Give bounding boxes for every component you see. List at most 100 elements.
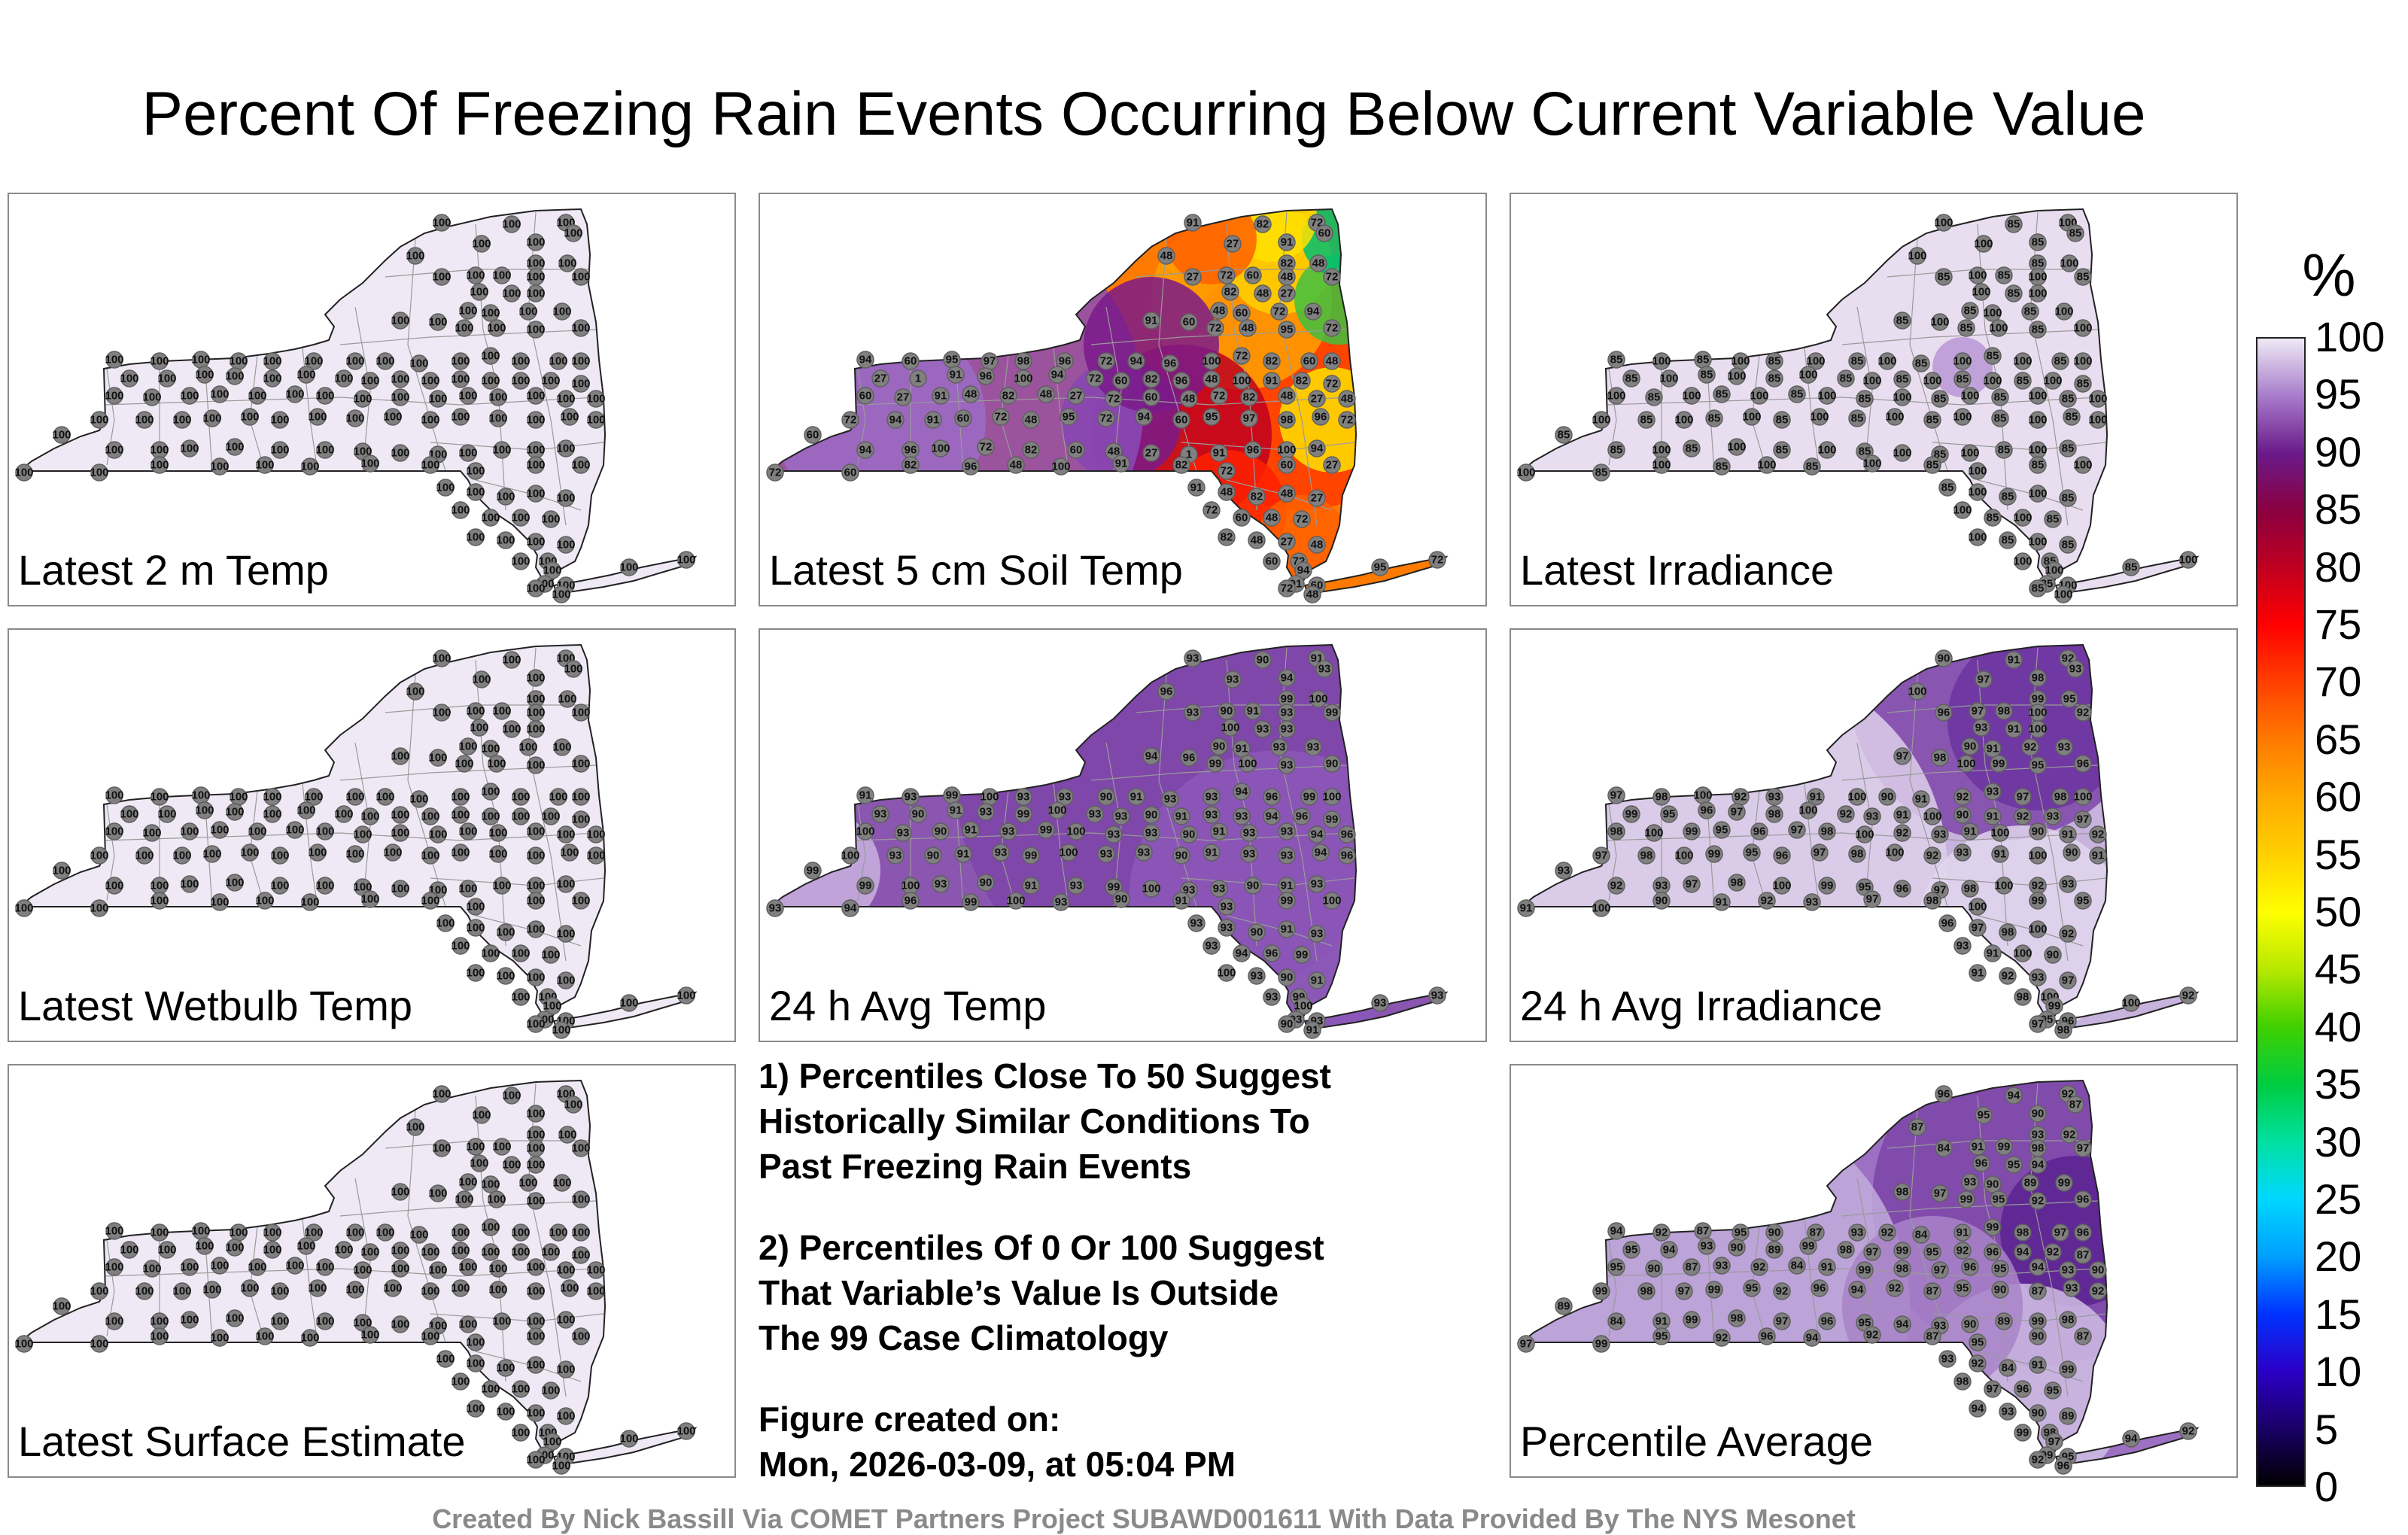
station-dot	[467, 1400, 485, 1418]
station-dot	[1323, 352, 1341, 370]
station-marker: 97	[2045, 1433, 2063, 1451]
station-marker: 100	[1956, 755, 1976, 773]
station-dot	[1886, 843, 1904, 862]
station-value: 93	[1701, 1240, 1713, 1253]
station-value: 100	[304, 355, 323, 368]
station-dot	[451, 1279, 470, 1297]
station-marker: 100	[2178, 551, 2198, 569]
station-dot	[1202, 843, 1221, 862]
station-value: 100	[502, 1159, 521, 1172]
station-marker: 91	[1991, 845, 2009, 863]
legend-unit: %	[2302, 242, 2356, 309]
station-dot	[1923, 847, 1941, 865]
station-dot	[587, 411, 605, 429]
station-value: 93	[935, 878, 947, 891]
panel-label: Latest Irradiance	[1520, 546, 1835, 594]
station-value: 100	[432, 652, 451, 665]
station-value: 100	[496, 926, 515, 939]
station-marker: 94	[1142, 747, 1160, 765]
legend-tick-label: 20	[2315, 1233, 2362, 1281]
station-dot	[1592, 1282, 1610, 1300]
station-value: 100	[1974, 238, 1993, 251]
station-marker: 90	[1765, 1223, 1783, 1242]
station-marker: 90	[2029, 822, 2047, 840]
station-dot	[886, 411, 905, 429]
station-marker: 85	[1713, 385, 1731, 403]
station-dot	[542, 946, 560, 964]
station-value: 100	[556, 928, 575, 941]
legend-color-bar	[2256, 337, 2306, 1487]
station-value: 100	[564, 227, 582, 240]
station-marker: 27	[894, 388, 912, 406]
station-dot	[549, 1223, 567, 1242]
station-dot	[572, 1139, 590, 1157]
station-value: 93	[1934, 828, 1947, 841]
station-value: 94	[1806, 1332, 1819, 1345]
station-value: 92	[1840, 808, 1853, 821]
station-dot	[542, 807, 560, 825]
station-dot	[1683, 1258, 1701, 1276]
station-marker: 97	[1984, 1380, 2002, 1398]
station-dot	[2029, 233, 2047, 251]
station-dot	[335, 369, 353, 388]
station-value: 100	[1983, 307, 2002, 320]
station-dot	[2051, 352, 2069, 370]
station-dot	[361, 454, 379, 473]
station-dot	[2074, 892, 2092, 910]
station-value: 100	[492, 1315, 511, 1328]
note-1: 1) Percentiles Close To 50 Suggest Histo…	[759, 1053, 1488, 1189]
station-dot	[297, 1237, 315, 1255]
station-marker: 48	[1278, 268, 1296, 286]
station-value: 92	[1610, 880, 1623, 892]
station-dot	[620, 1430, 638, 1448]
station-value: 100	[451, 791, 470, 804]
station-dot	[503, 284, 521, 302]
station-value: 72	[1209, 322, 1222, 335]
station-value: 100	[466, 1141, 485, 1154]
station-dot	[2029, 387, 2047, 405]
station-marker: 100	[511, 1424, 531, 1442]
station-dot	[2029, 847, 2047, 865]
station-marker: 100	[315, 387, 335, 405]
station-value: 100	[560, 847, 579, 859]
station-dot	[1961, 1258, 1979, 1276]
station-marker: 93	[901, 788, 920, 806]
station-dot	[1773, 847, 1791, 865]
station-marker: 100	[1908, 247, 1927, 265]
station-marker: 96	[2074, 755, 2092, 773]
station-value: 100	[142, 1263, 161, 1275]
station-value: 92	[2062, 928, 2075, 941]
station-dot	[1304, 302, 1322, 321]
station-value: 96	[1753, 825, 1766, 838]
station-marker: 94	[2014, 1243, 2032, 1261]
station-marker: 100	[150, 788, 169, 806]
station-value: 96	[1975, 1157, 1988, 1170]
station-value: 100	[255, 895, 274, 907]
station-marker: 100	[406, 247, 425, 265]
station-value: 96	[1315, 411, 1327, 424]
station-dot	[558, 1126, 576, 1144]
station-marker: 100	[571, 268, 591, 286]
station-marker: 100	[541, 510, 561, 528]
station-value: 99	[1960, 1193, 1973, 1206]
station-marker: 92	[1837, 805, 1855, 823]
station-value: 100	[1953, 411, 1972, 424]
station-marker: 72	[1428, 551, 1446, 569]
station-dot	[459, 1315, 477, 1333]
station-value: 93	[1164, 793, 1177, 806]
station-marker: 100	[406, 1118, 425, 1136]
station-value: 90	[1100, 791, 1113, 804]
station-dot	[1713, 457, 1731, 476]
station-marker: 100	[571, 319, 591, 337]
legend-tick-label: 45	[2315, 945, 2362, 993]
station-dot	[489, 824, 507, 842]
station-marker: 100	[552, 738, 572, 756]
station-dot	[2051, 788, 2069, 806]
station-marker: 100	[586, 1282, 606, 1300]
station-value: 100	[1294, 1000, 1312, 1013]
station-marker: 97	[1607, 786, 1625, 804]
station-value: 100	[391, 750, 409, 763]
station-dot	[999, 822, 1017, 840]
station-marker: 94	[2029, 1258, 2047, 1276]
station-marker: 99	[1300, 788, 1318, 806]
